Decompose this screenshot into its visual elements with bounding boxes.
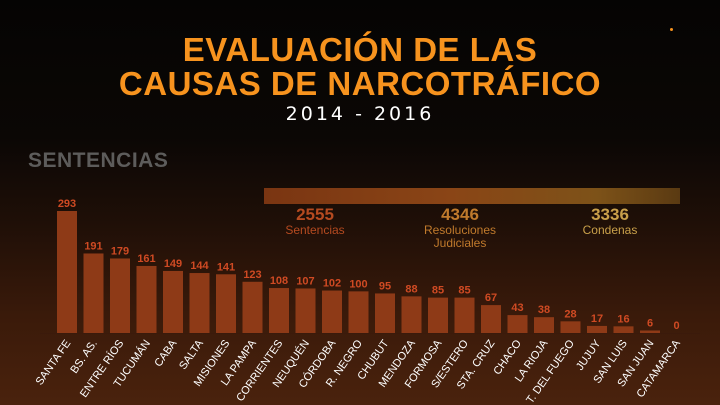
bar-value-label: 161 [137,253,155,265]
stat-sentencias-label: Sentencias [285,223,345,237]
bar-value-label: 141 [217,261,235,273]
bar-value-label: 144 [190,260,209,272]
bar-1 [83,253,104,333]
bar-value-label: 108 [270,275,288,287]
bar-value-label: 293 [58,198,76,210]
bar-9 [295,288,316,333]
stat-resoluciones-value: 4346 [441,205,479,224]
stat-resoluciones: 4346 Resoluciones Judiciales [408,206,512,250]
chart-title-line2: CAUSAS DE NARCOTRÁFICO [118,65,602,102]
bar-value-label: 107 [296,275,314,287]
chart-subtitle-years: 2014 - 2016 [285,103,435,125]
bar-value-label: 100 [349,278,367,290]
bar-value-label: 191 [84,240,102,252]
category-label: SANTA FE [34,338,74,388]
bar-0 [57,211,77,333]
totals-banner [264,188,680,204]
bar-value-label: 38 [538,304,550,316]
stat-sentencias: 2555 Sentencias [270,206,360,237]
bar-14 [428,297,448,333]
bar-8 [269,288,289,333]
decorative-dot [670,28,673,31]
bar-4 [163,270,183,333]
bar-value-label: 67 [485,292,497,304]
bar-5 [189,273,210,333]
bar-value-label: 16 [617,313,629,325]
stat-condenas-value: 3336 [591,205,629,224]
bar-value-label: 17 [591,313,603,325]
bar-17 [507,315,528,333]
bar-20 [587,325,607,333]
stat-condenas-label: Condenas [582,223,638,237]
stat-sentencias-value: 2555 [296,205,334,224]
category-label: CABA [152,337,179,369]
bar-19 [560,321,581,333]
stat-condenas: 3336 Condenas [565,206,655,237]
bar-value-label: 43 [511,302,523,314]
bar-value-label: 179 [111,245,129,257]
bar-3 [136,265,157,333]
category-label: T. DEL FUEGO [524,337,577,405]
bar-13 [401,296,422,333]
stat-resoluciones-label: Resoluciones Judiciales [423,223,497,250]
bar-value-label: 123 [243,269,261,281]
bar-7 [242,281,263,333]
bar-6 [216,274,236,333]
bar-16 [481,305,501,333]
section-label: SENTENCIAS [28,149,169,172]
bar-12 [375,293,395,333]
bar-18 [534,317,554,333]
bar-value-label: 6 [647,318,653,330]
bar-value-label: 0 [673,320,679,332]
bar-15 [454,297,475,333]
bar-21 [613,326,634,333]
bar-value-label: 88 [405,283,417,295]
bar-2 [110,258,130,333]
bar-value-label: 95 [379,280,391,292]
bar-10 [322,290,342,333]
bar-value-label: 85 [458,285,470,297]
chart-title-line1: EVALUACIÓN DE LAS [182,31,538,68]
bar-22 [640,330,660,333]
bar-value-label: 28 [564,308,576,320]
bar-value-label: 149 [164,258,182,270]
bar-value-label: 102 [323,278,341,290]
bar-11 [348,291,369,333]
bar-value-label: 85 [432,285,444,297]
